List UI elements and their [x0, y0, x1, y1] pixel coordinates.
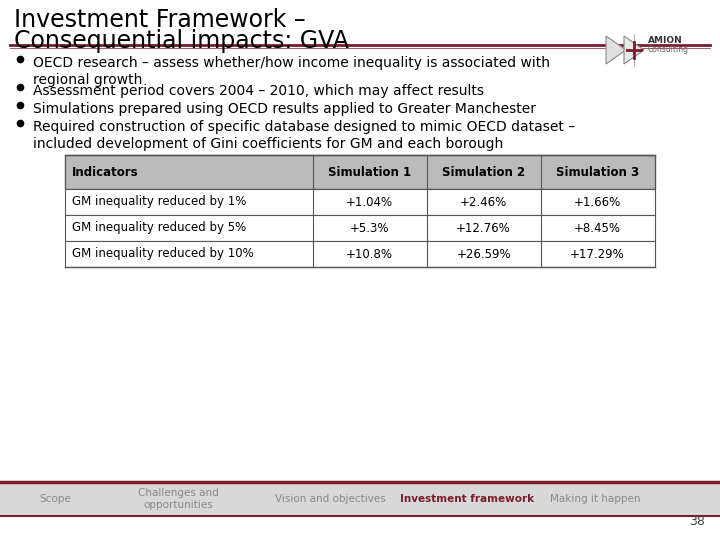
Text: GM inequality reduced by 1%: GM inequality reduced by 1%: [72, 195, 246, 208]
Text: +1.04%: +1.04%: [346, 195, 393, 208]
Text: +26.59%: +26.59%: [456, 247, 511, 260]
Text: +5.3%: +5.3%: [350, 221, 390, 234]
Bar: [65, 215, 655, 241]
Text: Simulation 1: Simulation 1: [328, 165, 411, 179]
Text: Assessment period covers 2004 – 2010, which may affect results: Assessment period covers 2004 – 2010, wh…: [33, 84, 484, 98]
Text: +12.76%: +12.76%: [456, 221, 511, 234]
Text: +8.45%: +8.45%: [574, 221, 621, 234]
Text: OECD research – assess whether/how income inequality is associated with
regional: OECD research – assess whether/how incom…: [33, 56, 550, 87]
Text: Vision and objectives: Vision and objectives: [274, 494, 385, 504]
Text: Investment framework: Investment framework: [400, 494, 534, 504]
Text: AMION: AMION: [648, 36, 683, 45]
Text: Simulations prepared using OECD results applied to Greater Manchester: Simulations prepared using OECD results …: [33, 102, 536, 116]
Text: Consulting: Consulting: [648, 45, 689, 54]
Text: Indicators: Indicators: [72, 165, 139, 179]
Bar: [65, 189, 655, 215]
Text: Challenges and
opportunities: Challenges and opportunities: [138, 488, 218, 510]
Text: GM inequality reduced by 10%: GM inequality reduced by 10%: [72, 247, 253, 260]
Text: Simulation 3: Simulation 3: [556, 165, 639, 179]
Text: Consequential impacts: GVA: Consequential impacts: GVA: [14, 29, 349, 53]
Polygon shape: [606, 36, 626, 64]
Polygon shape: [624, 36, 644, 64]
Bar: [65, 241, 655, 267]
Text: +10.8%: +10.8%: [346, 247, 393, 260]
Text: Scope: Scope: [39, 494, 71, 504]
Text: +2.46%: +2.46%: [460, 195, 507, 208]
Bar: [65, 155, 655, 189]
Text: Making it happen: Making it happen: [550, 494, 640, 504]
Text: Required construction of specific database designed to mimic OECD dataset –
incl: Required construction of specific databa…: [33, 120, 575, 151]
Text: +1.66%: +1.66%: [574, 195, 621, 208]
Text: GM inequality reduced by 5%: GM inequality reduced by 5%: [72, 221, 246, 234]
Bar: [0, 482, 720, 516]
Text: Simulation 2: Simulation 2: [442, 165, 525, 179]
Text: Investment Framework –: Investment Framework –: [14, 8, 305, 32]
Text: 38: 38: [689, 515, 705, 528]
Text: +17.29%: +17.29%: [570, 247, 625, 260]
